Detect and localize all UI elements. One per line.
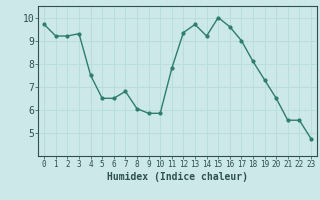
X-axis label: Humidex (Indice chaleur): Humidex (Indice chaleur)	[107, 172, 248, 182]
